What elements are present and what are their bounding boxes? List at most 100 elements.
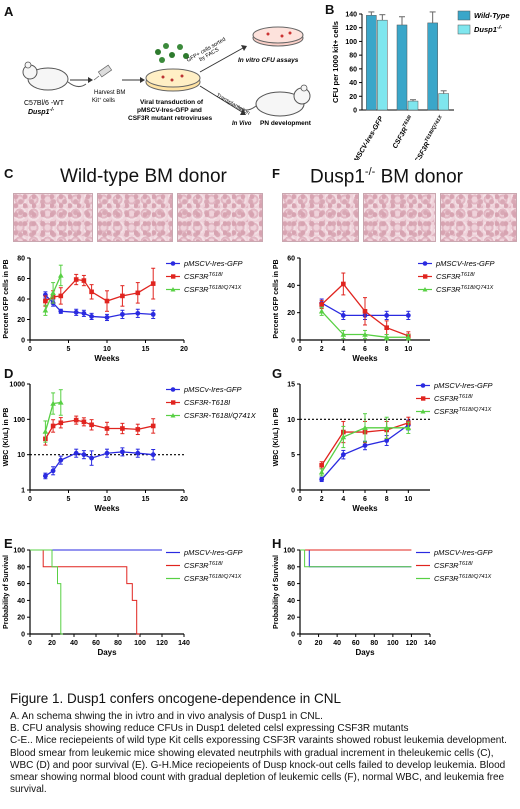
legend-entry: CSF3RT618I xyxy=(434,394,473,403)
legend-text: CSF3R xyxy=(434,394,459,403)
y-axis-label: CFU per 1000 kit+ cells xyxy=(331,21,340,103)
legend-entry: CSF3RT618I xyxy=(184,561,223,570)
x-tick-label: 6 xyxy=(363,496,367,503)
data-point xyxy=(104,450,110,456)
data-point xyxy=(319,302,324,307)
survival-chart-wt: 0 20 40 60 80 100 0 20 40 60 80 100 120 140 Days Probab… xyxy=(3,548,242,658)
y-tick-label: 1000 xyxy=(9,382,25,389)
panel-label-a: A xyxy=(4,4,14,19)
legend-entry: pMSCV-Ires-GFP xyxy=(183,548,242,557)
legend-sup: -/- xyxy=(497,25,502,31)
data-point xyxy=(150,423,156,429)
legend-text: CSF3R xyxy=(436,272,461,281)
legend-marker xyxy=(422,261,428,266)
data-point xyxy=(58,399,64,405)
legend-entry: CSF3RT618I/Q741X xyxy=(434,407,492,416)
x-tick-label: 0 xyxy=(28,640,32,647)
series-line xyxy=(45,278,154,302)
x-tick-label: 0 xyxy=(28,346,32,353)
y-tick-label: 80 xyxy=(17,256,25,263)
data-point xyxy=(104,426,110,431)
data-point xyxy=(42,428,49,434)
data-point xyxy=(42,307,49,313)
data-point xyxy=(81,278,87,283)
x-tick-label: 0 xyxy=(298,346,302,353)
svg-text:Kit+ cells: Kit+ cells xyxy=(92,96,115,104)
blood-smear-image xyxy=(97,193,173,242)
y-tick-label: 20 xyxy=(349,94,357,101)
data-point xyxy=(81,419,87,425)
data-point xyxy=(362,331,368,337)
data-point xyxy=(150,311,156,317)
legend-sup: T618I/Q741X xyxy=(209,574,242,580)
caption-line: B. CFU analysis showing reduce CFUs in D… xyxy=(10,723,409,735)
panel-label-c: C xyxy=(4,166,14,181)
series-line xyxy=(44,294,154,319)
data-point xyxy=(135,290,141,296)
data-point xyxy=(150,452,156,458)
y-tick-label: 0 xyxy=(353,108,357,115)
legend-entry: CSF3RT618I/Q741X xyxy=(436,285,494,294)
x-tick-label: 20 xyxy=(180,496,188,503)
legend-marker xyxy=(420,383,426,388)
y-tick-label: 20 xyxy=(287,615,295,622)
x-tick-label: 15 xyxy=(142,496,150,503)
x-tick-label: 100 xyxy=(387,640,399,647)
legend-entry: pMSCV-Ires-GFP xyxy=(435,259,494,268)
y-tick-label: 1 xyxy=(21,488,25,495)
x-tick-label: 2 xyxy=(320,346,324,353)
legend-entry: CSF3RT618I xyxy=(184,272,223,281)
data-point xyxy=(120,293,125,299)
legend-text: CSF3R xyxy=(184,285,209,294)
data-point xyxy=(405,425,412,431)
bar xyxy=(427,22,438,111)
legend-text: pMSCV-Ires-GFP xyxy=(435,259,494,268)
legend-text: CSF3R xyxy=(434,561,459,570)
y-tick-label: 15 xyxy=(287,382,295,389)
legend-text: pMSCV-Ires-GFP xyxy=(183,259,242,268)
panel-f-header-rest: BM donor xyxy=(375,166,463,188)
x-tick-label: 0 xyxy=(28,496,32,503)
data-point xyxy=(89,455,94,461)
legend-marker xyxy=(170,261,176,266)
legend-entry: pMSCv-Ires-GFP xyxy=(183,385,242,394)
data-point xyxy=(58,308,64,314)
legend-text: pMSCv-Ires-GFP xyxy=(183,385,242,394)
bar xyxy=(377,19,388,111)
x-tick-label: 10 xyxy=(103,346,111,353)
y-tick-label: 0 xyxy=(291,632,295,639)
x-axis-label: Weeks xyxy=(94,354,120,363)
panel-label-d: D xyxy=(4,366,14,381)
y-tick-label: 60 xyxy=(349,66,357,73)
survival-curve xyxy=(300,549,412,568)
x-tick-label: 140 xyxy=(424,640,436,647)
legend-text: Dusp1 xyxy=(474,25,497,34)
x-tick-label: 20 xyxy=(315,640,323,647)
figure-caption: Figure 1. Dusp1 confers oncogene-depende… xyxy=(10,691,515,796)
legend-marker xyxy=(171,274,176,279)
x-tick-label: 140 xyxy=(178,640,190,647)
pn-text: PN development xyxy=(260,120,312,127)
data-point xyxy=(58,420,64,426)
legend-sup: T618I/Q741X xyxy=(459,574,492,580)
x-axis-label: Weeks xyxy=(94,504,120,513)
legend-sup: T618I/Q741X xyxy=(461,285,494,291)
data-point xyxy=(362,309,368,314)
x-tick-label: 10 xyxy=(103,496,111,503)
survival-curve xyxy=(30,549,63,635)
data-point xyxy=(43,298,48,304)
series-line xyxy=(45,451,154,477)
data-point xyxy=(73,417,79,423)
virus-icon xyxy=(155,43,189,63)
legend-entry: CSF3RT618I/Q741X xyxy=(434,574,492,583)
caption-line: A. An schema shwing the in ivtro and in … xyxy=(10,711,323,722)
y-tick-label: 40 xyxy=(17,297,25,304)
data-point xyxy=(340,331,347,337)
schema-diagram: C57Bl/6 -WT Dusp1-/- Harvest BM Kit+ cel… xyxy=(22,26,312,127)
y-tick-label: 10 xyxy=(287,417,295,424)
y-tick-label: 80 xyxy=(349,53,357,60)
gfp-percent-chart-ko: 0 20 40 60 0 2 4 6 8 10 Weeks Percent GFP cells in … xyxy=(273,256,494,364)
x-tick-label: 10 xyxy=(404,346,412,353)
legend-text: CSF3R xyxy=(184,574,209,583)
recipient-mouse-icon xyxy=(237,84,311,117)
